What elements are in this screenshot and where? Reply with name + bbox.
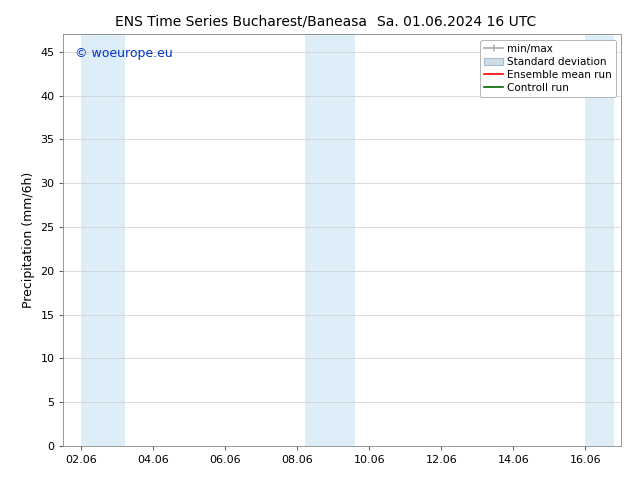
Bar [81, 34, 125, 446]
Text: ENS Time Series Bucharest/Baneasa: ENS Time Series Bucharest/Baneasa [115, 15, 367, 29]
Bar [585, 34, 614, 446]
Y-axis label: Precipitation (mm/6h): Precipitation (mm/6h) [22, 172, 35, 308]
Bar [304, 34, 355, 446]
Legend: min/max, Standard deviation, Ensemble mean run, Controll run: min/max, Standard deviation, Ensemble me… [480, 40, 616, 97]
Text: © woeurope.eu: © woeurope.eu [75, 47, 172, 60]
Text: Sa. 01.06.2024 16 UTC: Sa. 01.06.2024 16 UTC [377, 15, 536, 29]
